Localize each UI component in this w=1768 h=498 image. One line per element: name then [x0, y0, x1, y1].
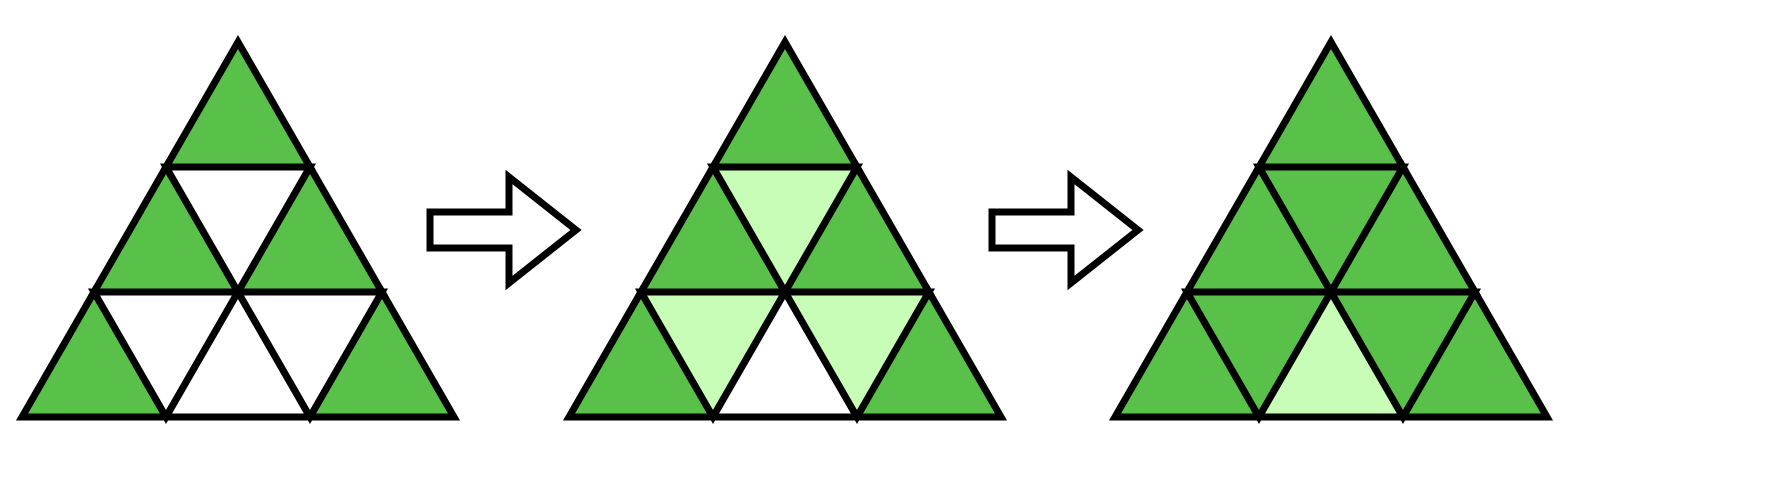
- panel-step-2: [562, 34, 1008, 425]
- triangle-cell-filled: [303, 284, 461, 421]
- triangle-cell-filled: [159, 34, 317, 171]
- triangle-cell-filled: [706, 34, 864, 171]
- triangle-cell-filled: [850, 284, 1008, 421]
- triangle-cell-filled: [1252, 34, 1410, 171]
- right-arrow-icon: [426, 169, 582, 291]
- panel-step-3: [1108, 34, 1554, 425]
- triangle-cell-filled: [1396, 284, 1554, 421]
- panel-step-1: [15, 34, 461, 425]
- right-arrow-icon: [988, 169, 1144, 291]
